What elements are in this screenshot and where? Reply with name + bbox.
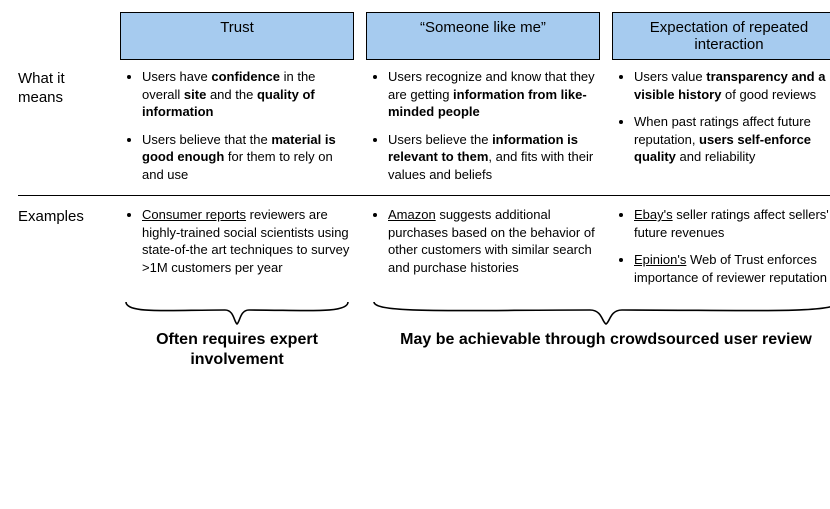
comparison-table: Trust “Someone like me” Expectation of r… (18, 12, 812, 294)
caption-left: Often requires expert involvement (120, 330, 354, 368)
blank-corner (18, 12, 108, 60)
means-expectation: Users value transparency and a visible h… (612, 60, 830, 191)
row-label-means: What it means (18, 60, 108, 191)
row-label-examples: Examples (18, 198, 108, 294)
brace-spacer (18, 296, 108, 332)
examples-trust: Consumer reports reviewers are highly-tr… (120, 198, 354, 294)
list-item: When past ratings affect future reputati… (634, 113, 830, 166)
list-item: Epinion's Web of Trust enforces importan… (634, 251, 830, 286)
means-someone: Users recognize and know that they are g… (366, 60, 600, 191)
list-item: Users have confidence in the overall sit… (142, 68, 354, 121)
caption-row: Often requires expert involvement May be… (18, 330, 812, 368)
brace-left-icon (120, 296, 354, 332)
col-header-expectation: Expectation of repeated interaction (612, 12, 830, 60)
list-item: Users recognize and know that they are g… (388, 68, 600, 121)
brace-row (18, 296, 812, 332)
list-item: Users believe that the material is good … (142, 131, 354, 184)
list-item: Ebay's seller ratings affect sellers' fu… (634, 206, 830, 241)
examples-someone: Amazon suggests additional purchases bas… (366, 198, 600, 294)
list-item: Amazon suggests additional purchases bas… (388, 206, 600, 276)
examples-expectation: Ebay's seller ratings affect sellers' fu… (612, 198, 830, 294)
col-header-trust: Trust (120, 12, 354, 60)
brace-right-icon (366, 296, 830, 332)
list-item: Users value transparency and a visible h… (634, 68, 830, 103)
caption-right: May be achievable through crowdsourced u… (366, 330, 830, 368)
list-item: Consumer reports reviewers are highly-tr… (142, 206, 354, 276)
col-header-someone: “Someone like me” (366, 12, 600, 60)
means-trust: Users have confidence in the overall sit… (120, 60, 354, 191)
divider-rule (18, 195, 830, 196)
list-item: Users believe the information is relevan… (388, 131, 600, 184)
caption-spacer (18, 330, 108, 368)
